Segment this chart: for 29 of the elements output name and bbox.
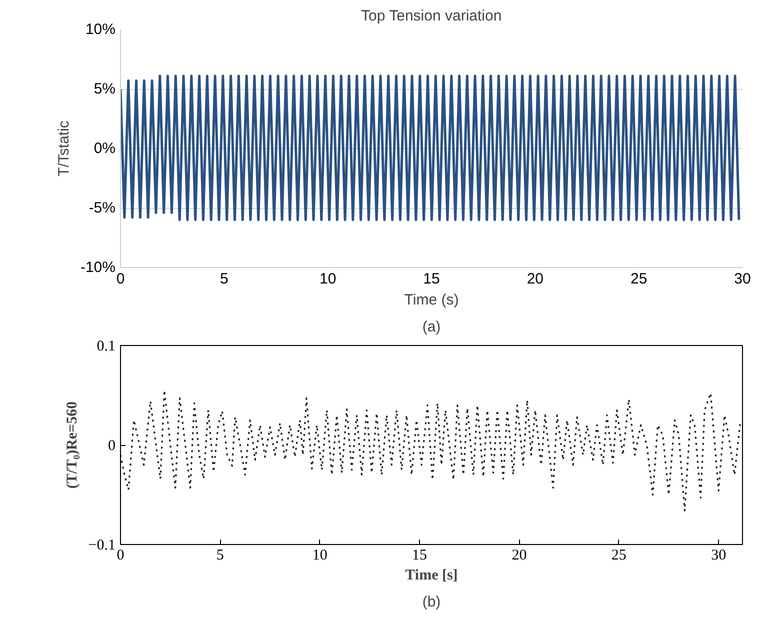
y-tick-label: 10% xyxy=(85,21,116,38)
y-tick-label: −0.1 xyxy=(88,538,116,554)
y-tick-label: 0.1 xyxy=(96,338,116,354)
x-tick-label: 15 xyxy=(412,548,428,564)
y-tick-label: -10% xyxy=(80,259,116,276)
x-tick-label: 25 xyxy=(630,270,648,288)
x-tick-label: 30 xyxy=(711,548,726,564)
line-series xyxy=(120,389,742,512)
x-tick-label: 20 xyxy=(512,548,527,564)
x-tick-label: 5 xyxy=(220,270,228,288)
y-tick-label: 0 xyxy=(108,438,116,454)
x-tick-label: 10 xyxy=(312,548,328,564)
x-tick-label: 30 xyxy=(734,270,751,288)
x-tick-label: 15 xyxy=(423,270,440,288)
x-tick-label: 20 xyxy=(526,270,544,288)
x-tick-label: 25 xyxy=(611,548,626,564)
line-series xyxy=(120,74,740,222)
text: (a) xyxy=(422,318,441,336)
text: (b) xyxy=(422,594,441,610)
x-axis-title: Time [s] xyxy=(405,568,458,584)
chart-title: Top Tension variation xyxy=(361,8,502,24)
y-tick-label: 0% xyxy=(94,140,116,157)
x-tick-label: 5 xyxy=(216,548,224,564)
x-axis-title: Time (s) xyxy=(404,292,459,308)
y-tick-label: 5% xyxy=(94,80,116,98)
y-axis-title: T/Tstatic xyxy=(55,120,72,176)
x-tick-label: 10 xyxy=(319,270,336,288)
y-axis-title: (T/T₀)Re=560 xyxy=(64,401,80,489)
y-tick-label: -5% xyxy=(88,200,116,216)
